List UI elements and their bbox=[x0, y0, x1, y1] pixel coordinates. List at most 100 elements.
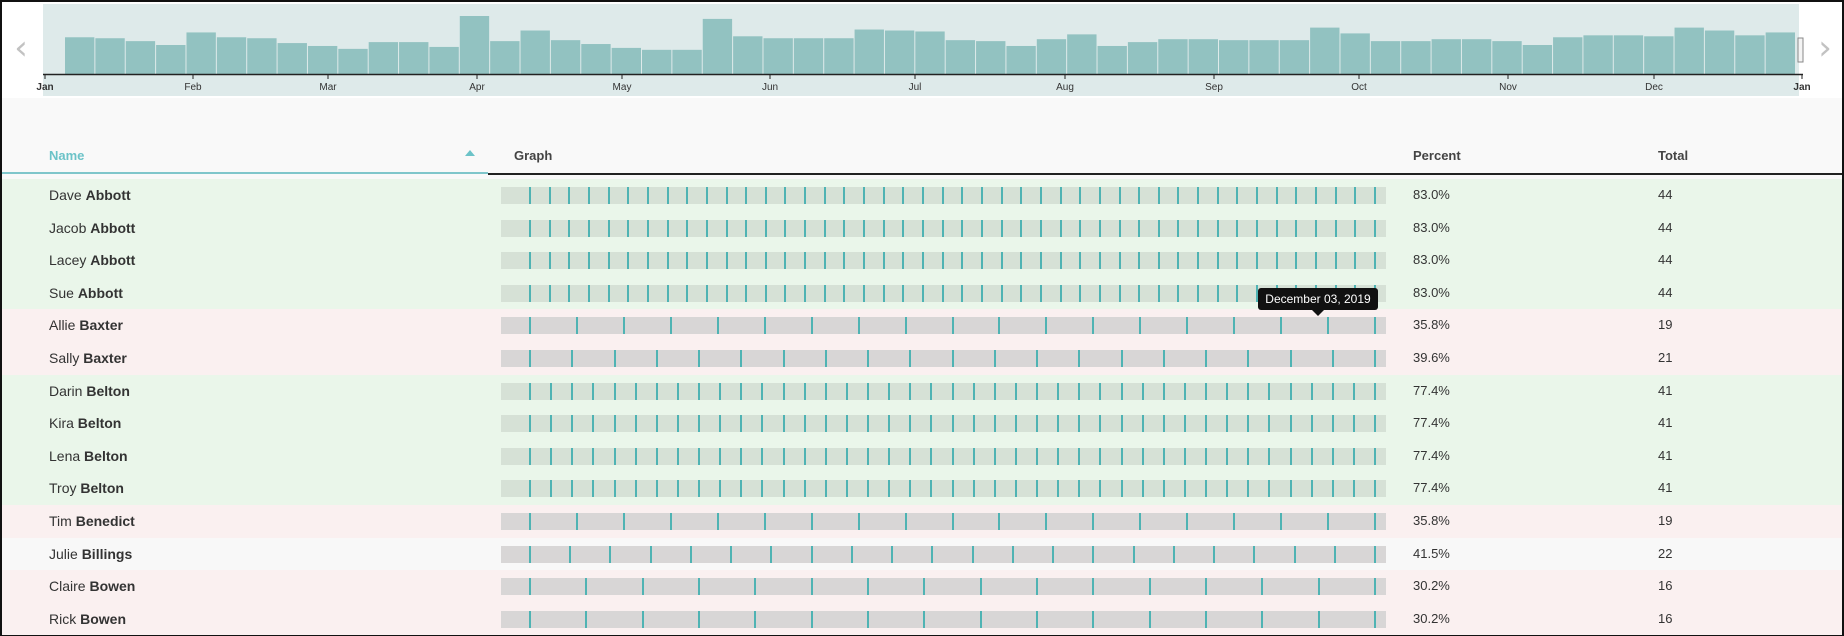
attendance-graph[interactable] bbox=[501, 317, 1386, 335]
attendance-tick bbox=[1079, 219, 1081, 237]
first-name: Troy bbox=[49, 480, 77, 497]
attendance-tick bbox=[888, 480, 890, 498]
attendance-tick bbox=[667, 284, 669, 302]
attendance-tick bbox=[1311, 447, 1313, 465]
attendance-tick bbox=[1036, 610, 1038, 628]
attendance-tick bbox=[804, 284, 806, 302]
cell-total: 21 bbox=[1658, 349, 1673, 365]
table-row[interactable]: Lena Belton 77.4% 41 bbox=[2, 439, 1842, 473]
attendance-graph[interactable] bbox=[501, 415, 1386, 433]
table-row[interactable]: Rick Bowen 30.2% 16 bbox=[2, 602, 1842, 636]
table-row[interactable]: Allie Baxter 35.8% 19 bbox=[2, 309, 1842, 342]
table-row[interactable]: Kira Belton 77.4% 41 bbox=[2, 407, 1842, 440]
attendance-tick bbox=[1217, 187, 1219, 204]
attendance-graph[interactable] bbox=[501, 512, 1386, 530]
last-name: Billings bbox=[81, 545, 133, 562]
attendance-tick bbox=[1079, 187, 1081, 204]
table-row[interactable]: Darin Belton 77.4% 41 bbox=[2, 374, 1842, 408]
chevron-left-icon[interactable]: ‹ bbox=[14, 28, 28, 68]
chevron-right-icon[interactable]: › bbox=[1818, 28, 1832, 68]
attendance-tick bbox=[1268, 447, 1270, 465]
sort-ascending-icon[interactable] bbox=[465, 150, 475, 156]
attendance-tick bbox=[549, 284, 551, 302]
first-name: Rick bbox=[49, 610, 77, 627]
range-drag-handle[interactable] bbox=[1797, 37, 1804, 63]
attendance-graph[interactable] bbox=[501, 610, 1386, 628]
attendance-graph[interactable] bbox=[501, 219, 1386, 237]
attendance-graph[interactable] bbox=[501, 447, 1386, 465]
attendance-tick bbox=[740, 415, 742, 433]
table-row[interactable]: Troy Belton 77.4% 41 bbox=[2, 472, 1842, 505]
last-name: Bowen bbox=[80, 610, 127, 627]
table-row[interactable]: Claire Bowen 30.2% 16 bbox=[2, 570, 1842, 603]
attendance-tick bbox=[1332, 480, 1334, 498]
header-divider bbox=[488, 173, 1842, 175]
attendance-tick bbox=[909, 415, 911, 433]
histogram-bar bbox=[1461, 39, 1492, 74]
table-row[interactable]: Lacey Abbott 83.0% 44 bbox=[2, 244, 1842, 277]
attendance-tick bbox=[981, 284, 983, 302]
attendance-tick bbox=[656, 447, 658, 465]
attendance-tick bbox=[1217, 284, 1219, 302]
attendance-tick bbox=[549, 187, 551, 204]
histogram-bar bbox=[520, 30, 550, 74]
attendance-tick bbox=[1205, 382, 1207, 400]
attendance-graph[interactable] bbox=[501, 349, 1386, 367]
cell-total: 22 bbox=[1658, 545, 1673, 561]
cell-total: 19 bbox=[1658, 512, 1673, 528]
column-header-total[interactable]: Total bbox=[1658, 148, 1689, 163]
table-row[interactable]: Tim Benedict 35.8% 19 bbox=[2, 504, 1842, 538]
attendance-tick bbox=[843, 219, 845, 237]
attendance-graph[interactable] bbox=[501, 480, 1386, 498]
attendance-graph[interactable] bbox=[501, 382, 1386, 400]
attendance-tick bbox=[656, 349, 658, 367]
table-row[interactable]: Dave Abbott 83.0% 44 bbox=[2, 179, 1842, 212]
histogram-bar bbox=[186, 32, 216, 74]
table-row[interactable]: Julie Billings 41.5% 22 bbox=[2, 537, 1842, 571]
attendance-tick bbox=[1099, 447, 1101, 465]
attendance-graph[interactable] bbox=[501, 252, 1386, 270]
attendance-tick bbox=[930, 480, 932, 498]
attendance-tick bbox=[851, 545, 853, 563]
attendance-tick bbox=[529, 187, 531, 204]
attendance-graph[interactable] bbox=[501, 545, 1386, 563]
attendance-tick bbox=[650, 545, 652, 563]
table-row[interactable]: Sue Abbott 83.0% 44 bbox=[2, 276, 1842, 310]
attendance-tick bbox=[952, 447, 954, 465]
attendance-tick bbox=[1036, 349, 1038, 367]
timeline-histogram[interactable]: ‹ › Jan Feb Mar Apr May Jun Jul Aug Sep Oct Nov Dec… bbox=[2, 2, 1842, 98]
histogram-bar bbox=[156, 45, 186, 74]
attendance-tick bbox=[1276, 187, 1278, 204]
attendance-tick bbox=[1213, 545, 1215, 563]
histogram-bar bbox=[793, 38, 824, 74]
attendance-tick bbox=[549, 252, 551, 270]
cell-percent: 30.2% bbox=[1413, 578, 1450, 594]
attendance-tick bbox=[1078, 447, 1080, 465]
attendance-tick bbox=[922, 284, 924, 302]
last-name: Bowen bbox=[89, 578, 136, 595]
attendance-tick bbox=[981, 252, 983, 270]
attendance-tick bbox=[706, 219, 708, 237]
attendance-tick bbox=[973, 447, 975, 465]
attendance-graph[interactable] bbox=[501, 187, 1386, 204]
attendance-tick bbox=[730, 545, 732, 563]
attendance-tick bbox=[1236, 187, 1238, 204]
attendance-tick bbox=[1142, 447, 1144, 465]
column-header-percent[interactable]: Percent bbox=[1413, 148, 1461, 163]
histogram-bar bbox=[1310, 27, 1340, 75]
histogram-bar bbox=[277, 43, 307, 74]
column-header-graph[interactable]: Graph bbox=[514, 148, 553, 163]
attendance-tick bbox=[846, 447, 848, 465]
attendance-tick bbox=[930, 447, 932, 465]
attendance-tick bbox=[1253, 545, 1255, 563]
cell-percent: 30.2% bbox=[1413, 610, 1450, 626]
table-row[interactable]: Jacob Abbott 83.0% 44 bbox=[2, 211, 1842, 245]
attendance-graph[interactable] bbox=[501, 284, 1386, 302]
attendance-tick bbox=[784, 284, 786, 302]
attendance-tick bbox=[825, 447, 827, 465]
attendance-graph[interactable] bbox=[501, 578, 1386, 596]
column-header-name[interactable]: Name bbox=[49, 148, 85, 163]
table-row[interactable]: Sally Baxter 39.6% 21 bbox=[2, 341, 1842, 375]
attendance-tick bbox=[623, 317, 625, 335]
attendance-tick bbox=[627, 284, 629, 302]
